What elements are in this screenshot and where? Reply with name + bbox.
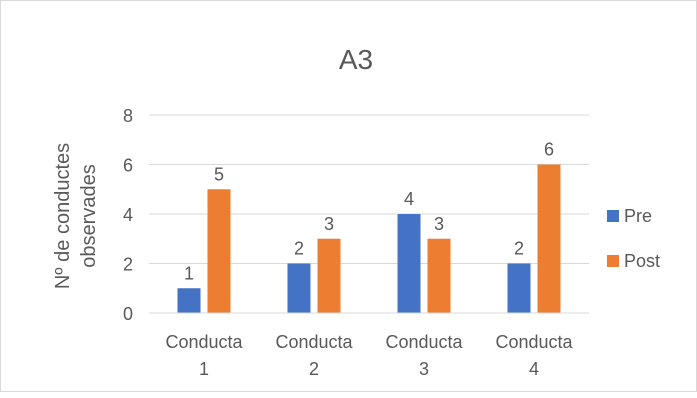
bar-post-2 <box>317 238 341 313</box>
bar-post-3 <box>427 238 451 313</box>
data-label: 5 <box>214 164 224 184</box>
x-tick-label: 3 <box>419 359 429 379</box>
y-axis-title: Nº de conductes <box>52 143 74 289</box>
data-label: 2 <box>514 239 524 259</box>
bars <box>177 164 561 313</box>
data-label: 6 <box>544 140 554 160</box>
y-tick-label: 4 <box>123 205 133 225</box>
y-tick-label: 0 <box>123 304 133 324</box>
legend-label-pre: Pre <box>624 206 652 226</box>
y-tick-label: 8 <box>123 106 133 126</box>
bar-pre-1 <box>177 288 201 313</box>
axes: 0 2 4 6 8 Conducta 1 Conducta 2 Conducta 3 Conducta… <box>123 106 589 379</box>
y-axis-title-line2: observades <box>78 164 100 267</box>
legend: Pre Post <box>607 206 660 271</box>
data-label: 3 <box>434 214 444 234</box>
x-tick-label: Conducta <box>165 332 243 352</box>
data-label: 1 <box>184 263 194 283</box>
bar-pre-3 <box>397 214 421 313</box>
legend-swatch-pre <box>607 210 619 222</box>
x-tick-label: Conducta <box>495 332 573 352</box>
legend-swatch-post <box>607 255 619 267</box>
data-label: 2 <box>294 239 304 259</box>
chart-title: A3 <box>339 44 373 75</box>
x-tick-label: 1 <box>199 359 209 379</box>
bar-pre-4 <box>507 263 531 313</box>
data-label: 4 <box>404 189 414 209</box>
x-tick-label: 4 <box>529 359 539 379</box>
y-tick-label: 6 <box>123 156 133 176</box>
bar-post-4 <box>537 164 561 313</box>
data-label: 3 <box>324 214 334 234</box>
x-tick-label: Conducta <box>385 332 463 352</box>
bar-post-1 <box>207 189 231 313</box>
bar-pre-2 <box>287 263 311 313</box>
x-tick-label: Conducta <box>275 332 353 352</box>
legend-label-post: Post <box>624 251 660 271</box>
x-tick-label: 2 <box>309 359 319 379</box>
y-tick-label: 2 <box>123 255 133 275</box>
